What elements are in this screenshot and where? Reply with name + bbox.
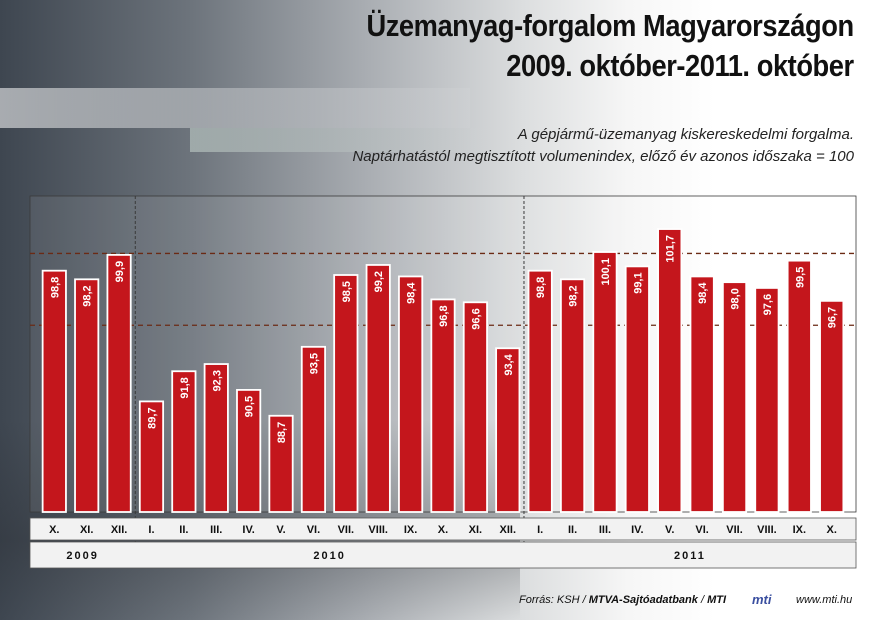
bar-14 bbox=[495, 347, 521, 513]
source-note: Forrás: KSH / MTVA-Sajtóadatbank / MTI bbox=[519, 594, 726, 606]
bar-13 bbox=[462, 301, 488, 513]
subtitle-line-1: A gépjármű-üzemanyag kiskereskedelmi for… bbox=[517, 126, 854, 143]
month-label-1: XI. bbox=[80, 524, 93, 536]
mti-url: www.mti.hu bbox=[796, 594, 853, 606]
month-label-5: III. bbox=[210, 524, 222, 536]
bar-10 bbox=[365, 264, 391, 513]
bar-0 bbox=[41, 269, 67, 513]
month-label-23: IX. bbox=[793, 524, 806, 536]
bar-value-label-19: 101,7 bbox=[665, 235, 677, 263]
bar-value-label-0: 98,8 bbox=[49, 277, 61, 298]
background-canopy-lower bbox=[190, 128, 490, 152]
bar-15 bbox=[527, 269, 553, 513]
bar-value-label-17: 100,1 bbox=[600, 258, 612, 286]
bar-value-label-13: 96,6 bbox=[470, 308, 482, 329]
bar-7 bbox=[268, 414, 294, 513]
source-mti: MTI bbox=[707, 594, 727, 606]
bar-value-label-23: 99,5 bbox=[794, 267, 806, 288]
month-label-10: VIII. bbox=[368, 524, 388, 536]
month-label-4: II. bbox=[179, 524, 188, 536]
bar-8 bbox=[300, 345, 326, 513]
mti-logo: mti bbox=[752, 592, 772, 607]
source-label: Forrás: KSH / bbox=[519, 594, 589, 606]
bar-9 bbox=[333, 274, 359, 513]
bar-value-label-16: 98,2 bbox=[568, 285, 580, 306]
month-label-20: VI. bbox=[695, 524, 708, 536]
bar-6 bbox=[236, 389, 262, 513]
bar-11 bbox=[398, 275, 424, 513]
bar-value-label-3: 89,7 bbox=[146, 407, 158, 428]
bar-value-label-6: 90,5 bbox=[244, 396, 256, 417]
year-band bbox=[29, 541, 857, 569]
year-label-2011: 2011 bbox=[674, 550, 706, 562]
month-label-14: XII. bbox=[500, 524, 517, 536]
month-label-3: I. bbox=[148, 524, 154, 536]
bar-5 bbox=[203, 363, 229, 513]
month-label-6: IV. bbox=[242, 524, 254, 536]
bar-12 bbox=[430, 298, 456, 513]
bar-value-label-12: 96,8 bbox=[438, 305, 450, 326]
month-label-8: VI. bbox=[307, 524, 320, 536]
month-label-24: X. bbox=[827, 524, 837, 536]
bar-value-label-1: 98,2 bbox=[82, 285, 94, 306]
background-canopy bbox=[0, 88, 470, 128]
bar-16 bbox=[560, 278, 586, 513]
bar-4 bbox=[171, 370, 197, 513]
month-label-18: IV. bbox=[631, 524, 643, 536]
month-label-12: X. bbox=[438, 524, 448, 536]
bar-value-label-4: 91,8 bbox=[179, 377, 191, 398]
bar-24 bbox=[819, 299, 845, 513]
bar-value-label-21: 98,0 bbox=[730, 288, 742, 309]
bar-value-label-24: 96,7 bbox=[827, 307, 839, 328]
title-line-1: Üzemanyag-forgalom Magyarországon bbox=[366, 8, 855, 43]
source-bold: MTVA-Sajtóadatbank bbox=[588, 594, 698, 606]
title-line-2: 2009. október-2011. október bbox=[506, 48, 855, 83]
bar-value-label-20: 98,4 bbox=[697, 282, 709, 304]
month-label-2: XII. bbox=[111, 524, 128, 536]
bar-21 bbox=[721, 281, 748, 513]
month-label-9: VII. bbox=[338, 524, 355, 536]
chart-title: Üzemanyag-forgalom Magyarországon 2009. … bbox=[366, 6, 855, 86]
month-label-15: I. bbox=[537, 524, 543, 536]
bar-18 bbox=[624, 265, 650, 513]
month-label-0: X. bbox=[49, 524, 59, 536]
month-label-11: IX. bbox=[404, 524, 417, 536]
bar-value-label-9: 98,5 bbox=[341, 281, 353, 302]
bar-value-label-7: 88,7 bbox=[276, 422, 288, 443]
bar-value-label-2: 99,9 bbox=[114, 261, 126, 282]
bar-1 bbox=[74, 278, 100, 513]
subtitle-line-2: Naptárhatástól megtisztított volumeninde… bbox=[352, 148, 854, 165]
bar-3 bbox=[138, 400, 165, 513]
bar-value-label-5: 92,3 bbox=[211, 370, 223, 391]
month-label-22: VIII. bbox=[757, 524, 777, 536]
year-label-2010: 2010 bbox=[313, 550, 345, 562]
month-band bbox=[29, 517, 857, 541]
month-label-21: VII. bbox=[726, 524, 743, 536]
bar-value-label-18: 99,1 bbox=[632, 272, 644, 293]
month-label-13: XI. bbox=[469, 524, 482, 536]
bar-value-label-8: 93,5 bbox=[308, 353, 320, 374]
bar-value-label-11: 98,4 bbox=[406, 282, 418, 304]
bar-value-label-22: 97,6 bbox=[762, 294, 774, 315]
month-label-17: III. bbox=[599, 524, 611, 536]
chart-subtitle: A gépjármű-üzemanyag kiskereskedelmi for… bbox=[352, 124, 854, 168]
bar-22 bbox=[754, 287, 780, 513]
month-label-19: V. bbox=[665, 524, 674, 536]
bar-19 bbox=[657, 228, 683, 513]
bar-23 bbox=[786, 259, 812, 513]
bar-value-label-10: 99,2 bbox=[373, 271, 385, 292]
month-label-16: II. bbox=[568, 524, 577, 536]
bar-value-label-15: 98,8 bbox=[535, 277, 547, 298]
bar-20 bbox=[689, 275, 715, 513]
bar-2 bbox=[106, 253, 132, 513]
source-separator: / bbox=[697, 594, 708, 606]
month-label-7: V. bbox=[276, 524, 285, 536]
year-label-2009: 2009 bbox=[66, 550, 98, 562]
bar-17 bbox=[592, 251, 618, 513]
bar-value-label-14: 93,4 bbox=[503, 353, 515, 375]
